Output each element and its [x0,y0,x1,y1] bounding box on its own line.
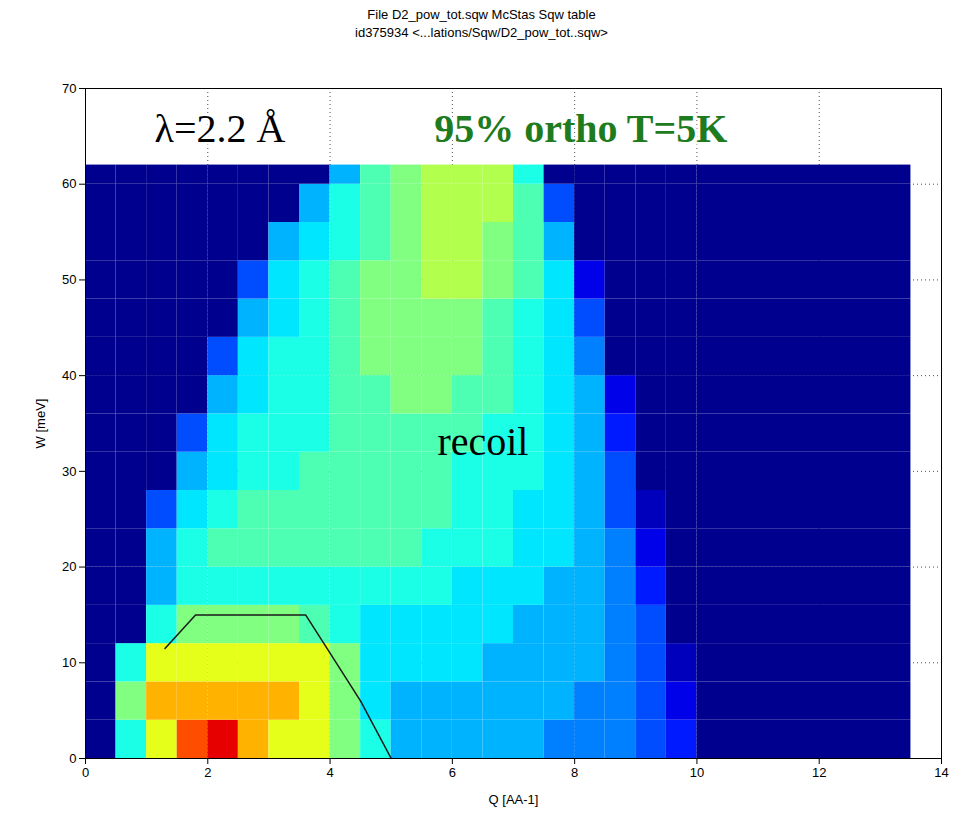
svg-text:14: 14 [934,765,948,780]
svg-text:0: 0 [82,765,89,780]
svg-text:6: 6 [449,765,456,780]
svg-text:10: 10 [62,655,76,670]
svg-text:0: 0 [69,751,76,766]
svg-text:W [meV]: W [meV] [33,399,48,449]
svg-text:recoil: recoil [437,419,528,464]
svg-text:8: 8 [571,765,578,780]
html-text:File D2_pow_tot.sqw McStas Sqw: File D2_pow_tot.sqw McStas Sqw table [367,7,596,22]
svg-text:95% ortho T=5K: 95% ortho T=5K [434,106,727,151]
svg-text:λ=2.2 Å: λ=2.2 Å [155,106,286,151]
html-text:id375934 <...lations/Sqw/D2_po: id375934 <...lations/Sqw/D2_pow_tot..sqw… [355,25,608,40]
svg-text:20: 20 [62,559,76,574]
svg-text:2: 2 [204,765,211,780]
svg-text:30: 30 [62,464,76,479]
svg-text:Q [AA-1]: Q [AA-1] [489,792,539,807]
svg-text:4: 4 [326,765,333,780]
svg-text:12: 12 [812,765,826,780]
svg-text:50: 50 [62,272,76,287]
svg-text:10: 10 [690,765,704,780]
svg-text:40: 40 [62,368,76,383]
svg-text:70: 70 [62,81,76,96]
svg-text:60: 60 [62,176,76,191]
